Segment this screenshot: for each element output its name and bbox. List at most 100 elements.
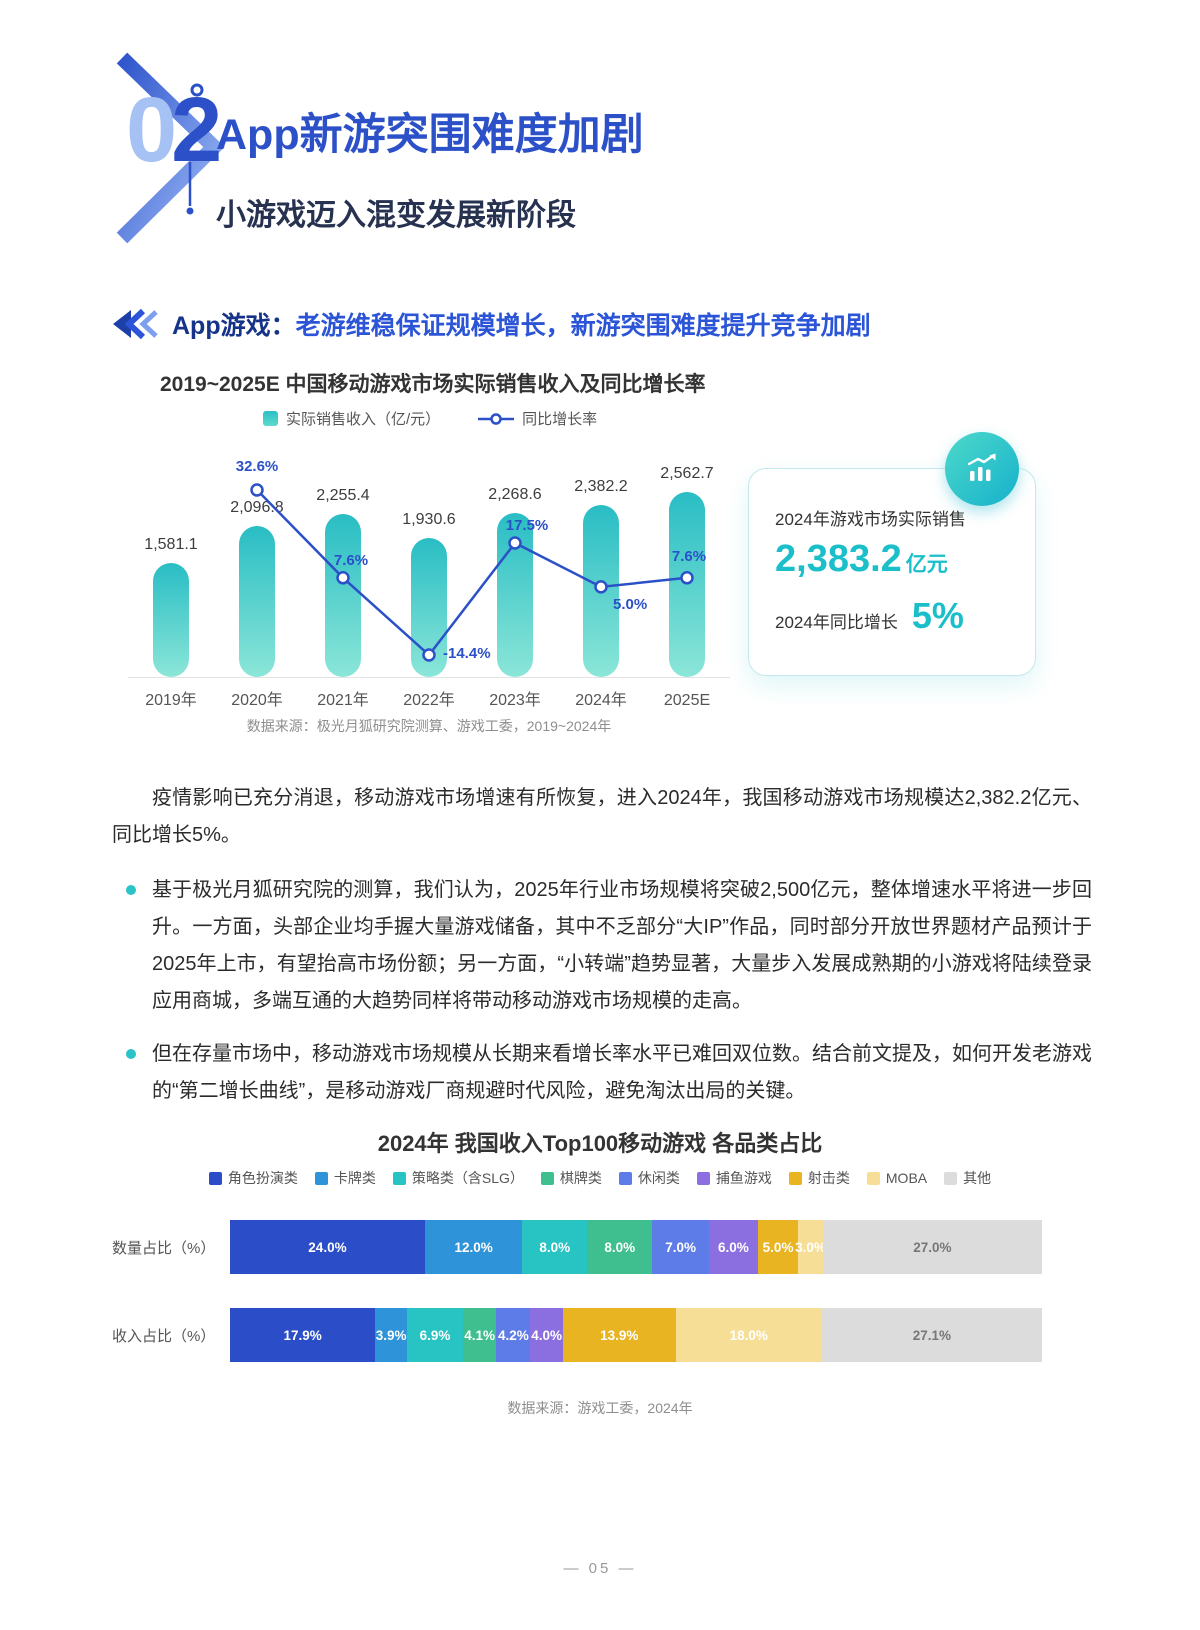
legend-swatch xyxy=(696,1171,710,1185)
stacked-segment: 4.2% xyxy=(496,1308,531,1362)
bar-value-label: 2,255.4 xyxy=(316,487,370,504)
legend-swatch xyxy=(618,1171,632,1185)
legend-item: 其他 xyxy=(944,1168,991,1188)
stacked-segment: 17.9% xyxy=(230,1308,376,1362)
stacked-segment: 24.0% xyxy=(230,1220,425,1274)
row-label: 收入占比（%） xyxy=(112,1327,216,1345)
growth-icon-badge xyxy=(945,432,1019,506)
legend-label: 射击类 xyxy=(807,1170,850,1186)
revenue-bar xyxy=(497,513,533,677)
legend-label: 其他 xyxy=(963,1170,992,1186)
legend-item: 捕鱼游戏 xyxy=(696,1168,772,1188)
chart1-title: 2019~2025E 中国移动游戏市场实际销售收入及同比增长率 xyxy=(160,373,706,396)
legend-item: 棋牌类 xyxy=(540,1168,602,1188)
legend-label: 同比增长率 xyxy=(522,411,598,428)
section-heading-text: 老游维稳保证规模增长，新游突围难度提升竞争加剧 xyxy=(295,312,871,340)
legend-label: 策略类（含SLG） xyxy=(411,1170,524,1186)
growth-label: 7.6% xyxy=(333,551,369,569)
legend-swatch xyxy=(540,1171,554,1185)
bullet-text: 但在存量市场中，移动游戏市场规模从长期来看增长率水平已难回双位数。结合前文提及，… xyxy=(152,1043,1092,1102)
row-label: 数量占比（%） xyxy=(112,1239,216,1257)
bullet-dot-icon xyxy=(126,885,136,895)
growth-chart-icon xyxy=(967,453,996,481)
chart1-legend: 实际销售收入（亿/元） 同比增长率 xyxy=(263,408,597,429)
legend-item: 角色扮演类 xyxy=(208,1168,298,1188)
legend-item: 同比增长率 xyxy=(478,408,597,429)
legend-label: 实际销售收入（亿/元） xyxy=(286,411,441,428)
section-heading: App游戏：老游维稳保证规模增长，新游突围难度提升竞争加剧 xyxy=(112,306,871,342)
stacked-segment: 6.0% xyxy=(709,1220,758,1274)
bar-value-label: 2,562.7 xyxy=(660,465,714,482)
revenue-bar xyxy=(583,505,619,677)
growth-label: -14.4% xyxy=(443,645,491,662)
bar-value-label: 2,382.2 xyxy=(574,478,628,495)
x-axis-label: 2023年 xyxy=(489,692,541,709)
card-sales-value: 2,383.2 xyxy=(775,538,902,580)
line-legend-icon xyxy=(478,412,515,425)
paragraph: 疫情影响已充分消退，移动游戏市场增速有所恢复，进入2024年，我国移动游戏市场规… xyxy=(112,787,1092,846)
stacked-row: 数量占比（%） 24.0% 12.0% 8.0% 8.0% 7.0% 6.0% 5.0% 3.… xyxy=(112,1220,1042,1274)
legend-item: 实际销售收入（亿/元） xyxy=(263,408,440,429)
card-label-sales: 2024年游戏市场实际销售 xyxy=(775,510,966,529)
growth-point xyxy=(250,483,264,497)
growth-label: 32.6% xyxy=(235,458,279,475)
section-number: 02 xyxy=(126,79,222,181)
card-growth-value: 5% xyxy=(911,595,964,636)
legend-label: 休闲类 xyxy=(637,1170,680,1186)
triple-chevron-icon xyxy=(113,309,158,339)
revenue-bar xyxy=(153,563,189,677)
bar-value-label: 1,930.6 xyxy=(402,511,456,528)
legend-swatch xyxy=(788,1171,802,1185)
stacked-segment: 4.0% xyxy=(530,1308,563,1362)
page-number: — 05 — xyxy=(563,1560,637,1577)
card-body: 2024年游戏市场实际销售 2,383.2 亿元 2024年同比增长 5% xyxy=(749,469,1035,637)
section-heading-text-wrap: App游戏：老游维稳保证规模增长，新游突围难度提升竞争加剧 xyxy=(172,306,871,342)
revenue-growth-chart: 1,581.1 2019年 2,096.8 2020年 2,255.4 2021年 1,93… xyxy=(128,425,730,710)
stacked-segment: 7.0% xyxy=(652,1220,710,1274)
card-label-growth: 2024年同比增长 xyxy=(775,613,898,632)
stacked-segment: 18.0% xyxy=(675,1308,822,1362)
legend-item: MOBA xyxy=(866,1170,928,1186)
bullet-dot-icon xyxy=(126,1049,136,1059)
bullet-item: 基于极光月狐研究院的测算，我们认为，2025年行业市场规模将突破2,500亿元，… xyxy=(126,872,1092,1020)
bullet-text: 基于极光月狐研究院的测算，我们认为，2025年行业市场规模将突破2,500亿元，… xyxy=(152,879,1092,1012)
legend-label: MOBA xyxy=(885,1170,928,1186)
growth-label: 17.5% xyxy=(505,517,549,534)
legend-item: 休闲类 xyxy=(618,1168,680,1188)
category-legend: 角色扮演类 卡牌类 策略类（含SLG） 棋牌类 休闲类 捕鱼游戏 射击类 MOBA 其他 xyxy=(0,1168,1200,1188)
legend-label: 角色扮演类 xyxy=(227,1170,298,1186)
stacked-segment: 4.1% xyxy=(463,1308,497,1362)
stacked-segment: 27.0% xyxy=(822,1220,1042,1274)
legend-swatch xyxy=(208,1171,222,1185)
legend-label: 棋牌类 xyxy=(559,1170,602,1186)
x-axis-label: 2021年 xyxy=(317,692,369,709)
bar-value-label: 2,268.6 xyxy=(488,486,542,503)
legend-label: 捕鱼游戏 xyxy=(715,1170,772,1186)
bullet-item: 但在存量市场中，移动游戏市场规模从长期来看增长率水平已难回双位数。结合前文提及，… xyxy=(126,1036,1092,1110)
stacked-segment: 13.9% xyxy=(562,1308,676,1362)
page-subtitle: 小游戏迈入混变发展新阶段 xyxy=(216,199,576,232)
stacked-segment: 6.9% xyxy=(407,1308,464,1362)
legend-swatch xyxy=(392,1171,406,1185)
revenue-bar xyxy=(239,526,275,677)
stacked-segment: 5.0% xyxy=(757,1220,799,1274)
chart2-title: 2024年 我国收入Top100移动游戏 各品类占比 xyxy=(377,1131,823,1156)
page-title: App新游突围难度加剧 xyxy=(216,111,644,159)
x-axis-label: 2025E xyxy=(663,692,711,709)
section-heading-prefix: App游戏： xyxy=(172,312,296,340)
legend-label: 卡牌类 xyxy=(333,1170,376,1186)
legend-swatch xyxy=(944,1171,958,1185)
x-axis xyxy=(128,677,730,678)
chart1-source: 数据来源：极光月狐研究院测算、游戏工委，2019~2024年 xyxy=(246,718,612,734)
legend-item: 策略类（含SLG） xyxy=(392,1168,524,1188)
growth-label: 7.6% xyxy=(671,547,707,565)
bar-value-label: 2,096.8 xyxy=(230,499,284,516)
legend-item: 卡牌类 xyxy=(314,1168,376,1188)
bar-legend-swatch xyxy=(263,411,278,426)
x-axis-label: 2022年 xyxy=(403,692,455,709)
card-sales-value-row: 2,383.2 亿元 xyxy=(775,538,1009,581)
stacked-row: 收入占比（%） 17.9% 3.9% 6.9% 4.1% 4.2% 4.0% 13.9% 18… xyxy=(112,1308,1042,1362)
legend-swatch xyxy=(314,1171,328,1185)
header-chevron-decoration xyxy=(116,52,225,244)
